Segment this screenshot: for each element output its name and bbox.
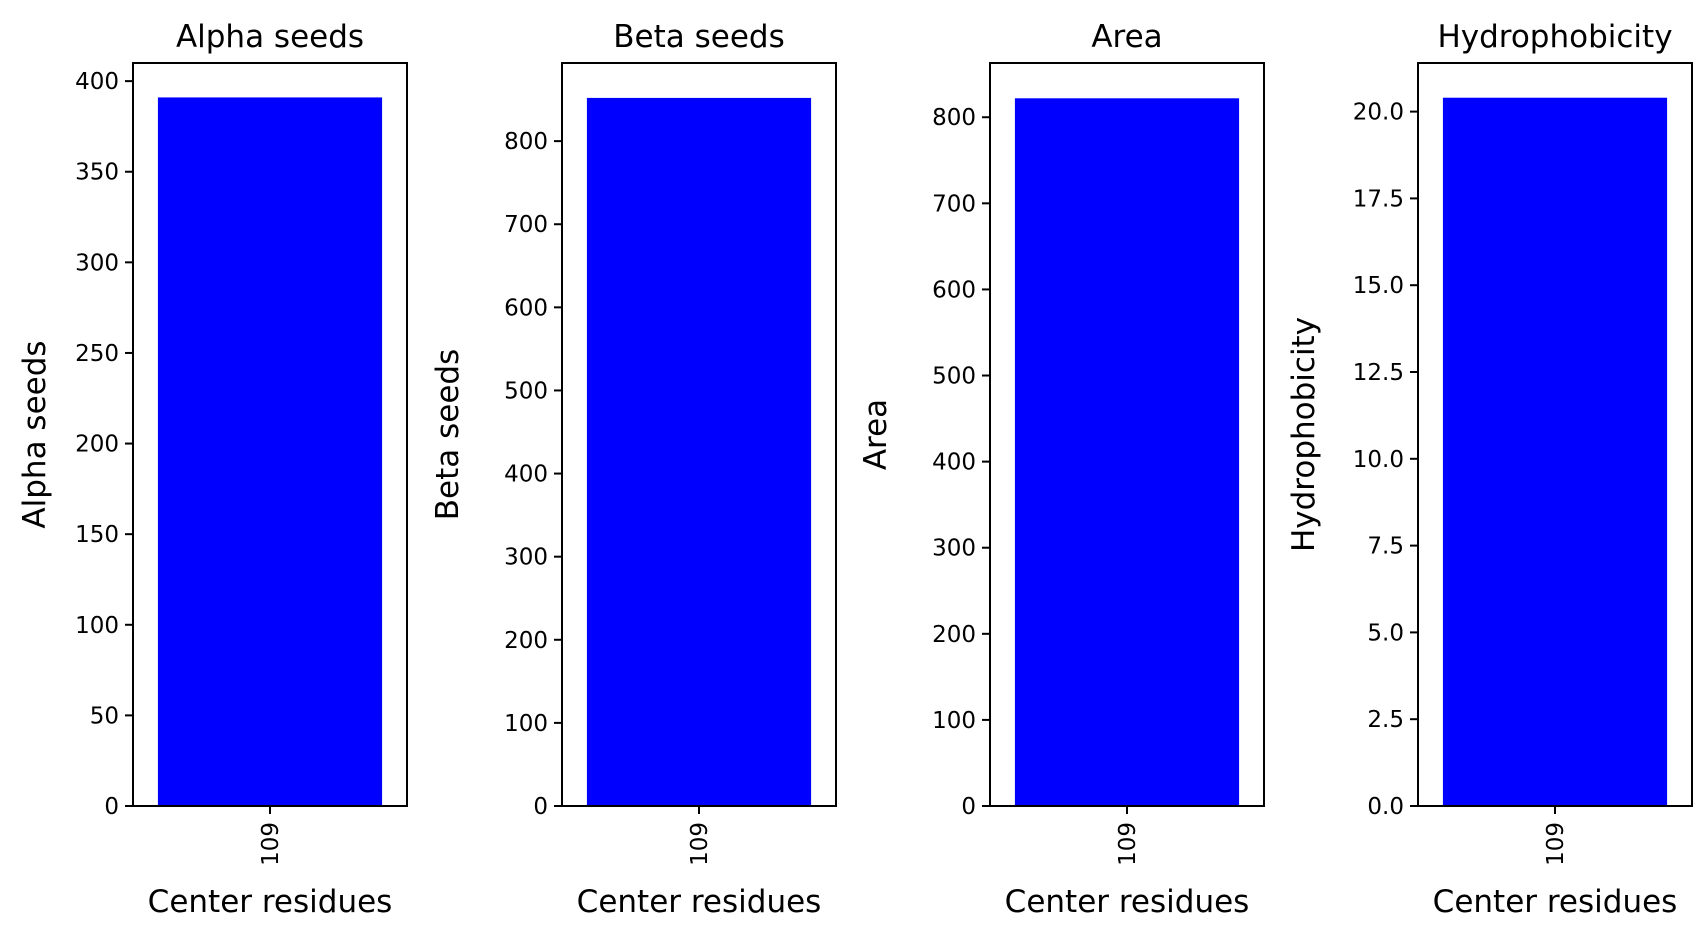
y-tick-label: 0.0: [1367, 794, 1404, 820]
y-tick-label: 700: [932, 191, 976, 217]
y-axis-label: Alpha seeds: [17, 340, 53, 528]
y-tick-label: 200: [75, 432, 119, 458]
y-tick-label: 100: [75, 613, 119, 639]
chart-panel-2: Beta seeds 0 100 200 300 400 500 600 700 800 109 Ce…: [430, 19, 837, 920]
y-tick-label: 200: [504, 628, 548, 654]
x-axis-label: Center residues: [577, 884, 822, 920]
y-tick-label: 700: [504, 212, 548, 238]
y-tick-label: 200: [932, 622, 976, 648]
y-tick-label: 800: [504, 129, 548, 155]
y-tick-label: 17.5: [1353, 186, 1404, 212]
panel-title: Alpha seeds: [176, 19, 364, 55]
y-tick-label: 800: [932, 105, 976, 131]
x-tick-label: 109: [1543, 822, 1569, 866]
x-tick-label: 109: [1115, 822, 1141, 866]
chart-panel-3: Area 0 100 200 300 400 500 600 700 800 109 Center r…: [858, 19, 1265, 920]
y-tick-label: 12.5: [1353, 360, 1404, 386]
y-tick-label: 7.5: [1367, 534, 1404, 560]
x-axis-label: Center residues: [148, 884, 393, 920]
y-tick-label: 100: [932, 708, 976, 734]
y-tick-label: 300: [75, 250, 119, 276]
y-tick-label: 400: [504, 462, 548, 488]
panel-title: Beta seeds: [613, 19, 784, 55]
bar-109: [157, 97, 383, 807]
y-tick-label: 50: [90, 703, 119, 729]
y-axis-label: Beta seeds: [430, 349, 466, 520]
chart-panel-1: Alpha seeds 0 50 100 150 200 250 300 350 400 109 Ce…: [17, 19, 408, 920]
bar-109: [586, 97, 812, 806]
y-tick-label: 15.0: [1353, 273, 1404, 299]
y-tick-label: 300: [504, 545, 548, 571]
y-tick-label: 2.5: [1367, 707, 1404, 733]
bar-109: [1442, 97, 1668, 807]
x-axis-label: Center residues: [1433, 884, 1678, 920]
y-tick-label: 10.0: [1353, 447, 1404, 473]
y-tick-label: 0: [533, 794, 548, 820]
y-tick-label: 600: [932, 277, 976, 303]
chart-panel-4: Hydrophobicity 0.0 2.5 5.0 7.5 10.0 12.5 15.0 17…: [1286, 19, 1693, 920]
y-tick-label: 350: [75, 160, 119, 186]
y-tick-label: 0: [104, 794, 119, 820]
y-tick-label: 600: [504, 295, 548, 321]
y-tick-label: 0: [961, 794, 976, 820]
y-tick-label: 500: [504, 378, 548, 404]
y-axis-label: Hydrophobicity: [1286, 317, 1322, 552]
x-tick-label: 109: [258, 822, 284, 866]
panel-title: Hydrophobicity: [1437, 19, 1672, 55]
y-tick-label: 300: [932, 536, 976, 562]
y-tick-label: 400: [932, 450, 976, 476]
y-tick-label: 400: [75, 69, 119, 95]
y-tick-label: 500: [932, 364, 976, 390]
panel-title: Area: [1091, 19, 1162, 55]
y-tick-label: 100: [504, 711, 548, 737]
x-tick-label: 109: [687, 822, 713, 866]
y-axis-label: Area: [858, 399, 894, 470]
y-tick-label: 250: [75, 341, 119, 367]
x-axis-label: Center residues: [1005, 884, 1250, 920]
y-tick-label: 150: [75, 522, 119, 548]
bar-109: [1014, 98, 1240, 807]
y-tick-label: 20.0: [1353, 100, 1404, 126]
y-tick-label: 5.0: [1367, 620, 1404, 646]
